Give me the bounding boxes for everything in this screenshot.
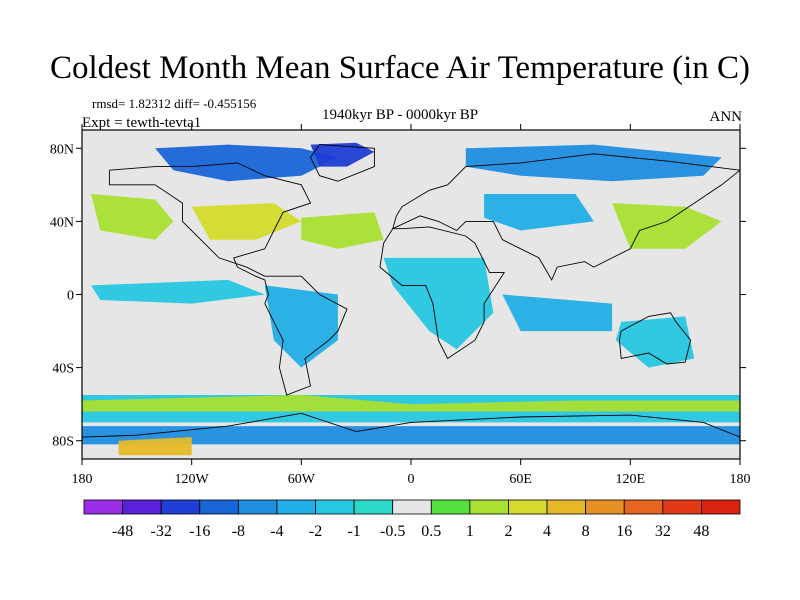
colorbar-label: -0.5 bbox=[380, 523, 405, 540]
colorbar-label: 0.5 bbox=[421, 523, 441, 540]
x-tick-label: 60E bbox=[509, 472, 532, 487]
colorbar-swatch bbox=[237, 499, 278, 515]
coastline-4 bbox=[618, 312, 692, 365]
region-greenland-cold bbox=[310, 142, 375, 167]
season-label: ANN bbox=[709, 109, 743, 125]
x-tick-label: 120W bbox=[175, 472, 210, 487]
x-tick-label: 180 bbox=[72, 472, 93, 487]
colorbar-label: 2 bbox=[504, 523, 512, 540]
colorbar-label: 8 bbox=[582, 523, 590, 540]
coastline-1 bbox=[309, 144, 375, 182]
x-axis: 180 120W 60W 0 60E 120E 180 bbox=[72, 124, 751, 487]
region-australia-cool bbox=[615, 316, 695, 368]
colorbar-swatch bbox=[353, 499, 394, 515]
y-tick-label: 80N bbox=[50, 142, 74, 157]
colorbar-swatch bbox=[122, 499, 162, 515]
colorbar-swatch bbox=[83, 499, 123, 515]
stats-text: rmsd= 1.82312 diff= -0.455156 bbox=[92, 96, 257, 111]
colorbar-label: 48 bbox=[693, 523, 709, 540]
region-atlantic-warm bbox=[301, 212, 384, 249]
coastline-2 bbox=[379, 226, 506, 360]
x-tick-label: 0 bbox=[408, 472, 415, 487]
coastline-0 bbox=[108, 162, 348, 396]
colorbar: -48 -32 -16 -8 -4 -2 -1 -0.5 0.5 1 2 4 8 16 32 48 bbox=[83, 499, 741, 540]
coastline-layer bbox=[82, 144, 740, 438]
region-arctic-canada-cold bbox=[155, 144, 338, 182]
region-siberia-cool bbox=[465, 144, 722, 182]
colorbar-label: -32 bbox=[151, 523, 172, 540]
region-southern-ocean-warm bbox=[82, 395, 740, 412]
colorbar-label: -48 bbox=[112, 523, 133, 540]
colorbar-label: 1 bbox=[466, 523, 474, 540]
colorbar-label: 32 bbox=[655, 523, 671, 540]
experiment-label: Expt = tewth-tevta1 bbox=[82, 115, 202, 131]
colorbar-swatch bbox=[623, 499, 664, 515]
y-tick-label: 40N bbox=[50, 215, 74, 230]
colorbar-swatch bbox=[430, 499, 471, 515]
region-antarctica-warm bbox=[118, 437, 192, 456]
colorbar-swatch bbox=[392, 499, 432, 515]
x-tick-label: 120E bbox=[616, 472, 646, 487]
colorbar-label: -4 bbox=[270, 523, 283, 540]
coastline-5 bbox=[82, 412, 740, 438]
y-tick-label: 40S bbox=[52, 362, 74, 377]
x-tick-label: 60W bbox=[288, 472, 316, 487]
region-pacific-north-warm bbox=[91, 194, 174, 240]
colorbar-swatch bbox=[508, 499, 548, 515]
colorbar-swatch bbox=[662, 499, 702, 515]
region-indian-ocean-cool bbox=[502, 294, 613, 332]
colorbar-swatch bbox=[276, 499, 316, 515]
colorbar-label: -16 bbox=[189, 523, 210, 540]
colorbar-swatch bbox=[546, 499, 587, 515]
region-antarctica-cool bbox=[82, 426, 740, 445]
colorbar-swatch bbox=[469, 499, 509, 515]
colorbar-swatch bbox=[160, 499, 201, 515]
colorbar-label: -2 bbox=[309, 523, 322, 540]
region-asia-east-warm bbox=[612, 203, 722, 249]
region-tropical-pacific-cool bbox=[91, 279, 265, 304]
y-axis: 80N 40N 0 40S 80S bbox=[50, 142, 746, 450]
period-label: 1940kyr BP - 0000kyr BP bbox=[322, 107, 479, 123]
map-title: Coldest Month Mean Surface Air Temperatu… bbox=[50, 50, 750, 86]
colorbar-label: -1 bbox=[347, 523, 360, 540]
colorbar-swatch bbox=[585, 499, 625, 515]
region-africa-cool bbox=[383, 257, 494, 350]
x-tick-label: 180 bbox=[730, 472, 751, 487]
colorbar-swatch bbox=[199, 499, 239, 515]
colorbar-label: -8 bbox=[232, 523, 245, 540]
region-central-asia-cool bbox=[484, 194, 594, 231]
y-tick-label: 80S bbox=[52, 435, 74, 450]
colorbar-label: 4 bbox=[543, 523, 551, 540]
colorbar-label: 16 bbox=[616, 523, 632, 540]
colorbar-swatch bbox=[315, 499, 355, 515]
colorbar-swatch bbox=[701, 499, 741, 515]
y-tick-label: 0 bbox=[67, 289, 74, 304]
coastline-3 bbox=[392, 153, 740, 281]
